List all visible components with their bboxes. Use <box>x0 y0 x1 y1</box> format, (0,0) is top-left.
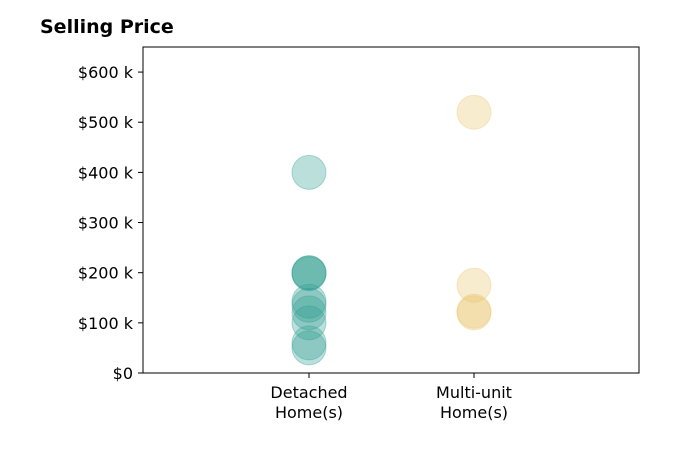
y-tick-label: $400 k <box>78 163 134 182</box>
y-tick-label: $100 k <box>78 314 134 333</box>
data-point <box>291 283 327 319</box>
data-point <box>291 325 327 361</box>
data-point <box>291 256 327 292</box>
data-point <box>291 295 327 331</box>
y-tick-label: $600 k <box>78 63 134 82</box>
plot-area-frame <box>142 46 640 374</box>
y-tick-label: $300 k <box>78 214 134 233</box>
data-point <box>291 154 327 190</box>
x-tick-label: Detached Home(s) <box>270 383 347 422</box>
data-point <box>456 94 492 130</box>
data-point <box>291 255 327 291</box>
data-point <box>291 255 327 291</box>
data-point <box>291 330 327 366</box>
data-point <box>456 295 492 331</box>
data-point <box>456 293 492 329</box>
data-point <box>291 287 327 323</box>
data-point <box>456 267 492 303</box>
data-point <box>291 305 327 341</box>
y-tick-label: $200 k <box>78 264 134 283</box>
y-tick-label: $500 k <box>78 113 134 132</box>
y-tick-label: $0 <box>113 364 133 383</box>
chart-title: Selling Price <box>40 16 174 38</box>
x-tick-label: Multi-unit Home(s) <box>436 383 512 422</box>
